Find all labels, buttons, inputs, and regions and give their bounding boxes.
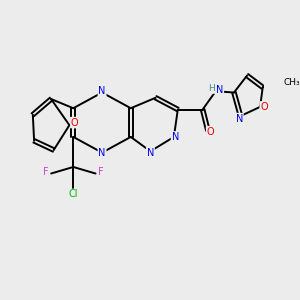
Text: N: N [98,148,106,158]
Text: F: F [43,167,49,177]
Text: N: N [172,132,179,142]
Text: CH₃: CH₃ [284,78,300,87]
Text: O: O [71,118,78,128]
Text: F: F [98,167,103,177]
Text: N: N [147,148,154,158]
Text: Cl: Cl [69,189,78,200]
Text: N: N [98,86,106,96]
Text: O: O [260,102,268,112]
Text: O: O [207,127,214,137]
Text: N: N [236,114,243,124]
Text: H: H [208,84,215,93]
Text: N: N [216,85,223,95]
